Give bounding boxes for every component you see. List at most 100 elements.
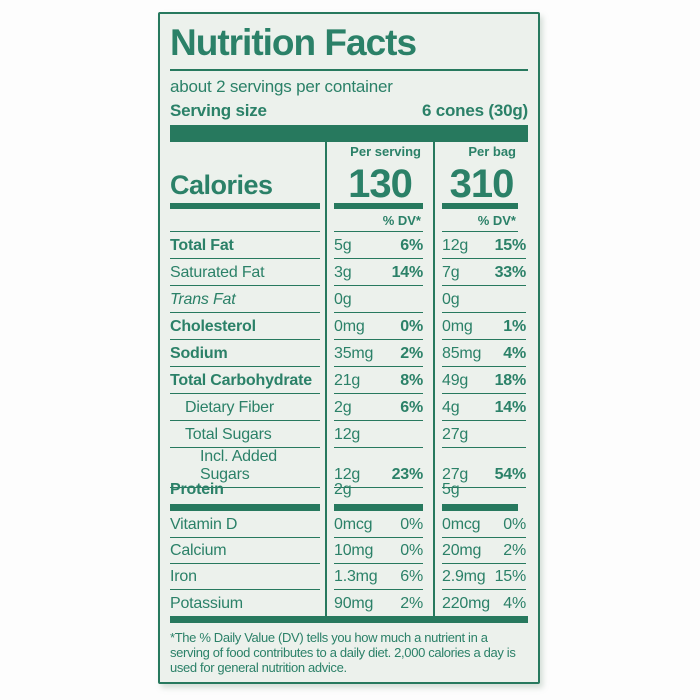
divider-bar-segment bbox=[170, 503, 320, 511]
nutrient-name: Dietary Fiber bbox=[185, 399, 274, 416]
per-bag-header: Per bag bbox=[468, 144, 516, 159]
nutrient-row-total-sugars: Total Sugars 12g 27g bbox=[170, 421, 528, 448]
servings-per-container: about 2 servings per container bbox=[170, 77, 393, 96]
title-divider bbox=[170, 69, 528, 71]
percent-dv-header-serving: % DV* bbox=[382, 213, 421, 228]
column-underline bbox=[170, 231, 320, 232]
calories-label: Calories bbox=[170, 170, 273, 200]
serving-dv: 2% bbox=[400, 595, 423, 612]
nutrient-row-saturated-fat: Saturated Fat 3g 14% 7g 33% bbox=[170, 259, 528, 286]
bag-dv: 1% bbox=[503, 318, 526, 335]
nutrient-name: Sodium bbox=[170, 345, 228, 362]
divider-bar-segment bbox=[334, 503, 423, 511]
serving-dv: 6% bbox=[400, 399, 423, 416]
serving-amount: 0mcg bbox=[334, 516, 373, 533]
bag-amount: 0mg bbox=[442, 318, 473, 335]
dv-header-spacer bbox=[170, 209, 325, 231]
serving-dv: 6% bbox=[400, 237, 423, 254]
nutrient-name: Saturated Fat bbox=[170, 264, 265, 281]
serving-dv: 0% bbox=[400, 542, 423, 559]
bag-dv: 18% bbox=[494, 372, 527, 389]
calories-underbar bbox=[442, 203, 518, 209]
per-serving-header: Per serving bbox=[350, 144, 421, 159]
vitamin-row-iron: Iron 1.3mg 6% 2.9mg 15% bbox=[170, 564, 528, 590]
calories-underbar bbox=[334, 203, 423, 209]
bag-dv: 4% bbox=[503, 345, 526, 362]
serving-amount: 0g bbox=[334, 291, 352, 308]
vitamin-row-potassium: Potassium 90mg 2% 220mg 4% bbox=[170, 590, 528, 616]
bag-amount: 49g bbox=[442, 372, 469, 389]
bag-amount: 20mg bbox=[442, 542, 482, 559]
bag-dv: 54% bbox=[494, 466, 527, 483]
bag-amount: 12g bbox=[442, 237, 469, 254]
serving-amount: 2g bbox=[334, 399, 352, 416]
nutrition-facts-label: Nutrition Facts about 2 servings per con… bbox=[158, 12, 540, 684]
serving-amount: 1.3mg bbox=[334, 568, 378, 585]
serving-size-row: Serving size 6 cones (30g) bbox=[170, 100, 528, 121]
serving-amount: 12g bbox=[334, 426, 361, 443]
nutrient-row-added-sugars: Incl. Added Sugars 12g 23% 27g 54% bbox=[170, 448, 528, 488]
percent-dv-header-bag: % DV* bbox=[477, 213, 516, 228]
nutrient-name: Iron bbox=[170, 568, 197, 585]
nutrient-name: Vitamin D bbox=[170, 516, 238, 533]
serving-size-value: 6 cones (30g) bbox=[421, 101, 528, 120]
dv-footnote: *The % Daily Value (DV) tells you how mu… bbox=[170, 630, 516, 675]
bag-amount: 0g bbox=[442, 291, 460, 308]
bag-amount: 220mg bbox=[442, 595, 490, 612]
nutrient-row-cholesterol: Cholesterol 0mg 0% 0mg 1% bbox=[170, 313, 528, 340]
bag-amount: 7g bbox=[442, 264, 460, 281]
divider-bar-segment bbox=[442, 503, 518, 511]
bag-dv: 15% bbox=[494, 237, 527, 254]
bag-amount: 85mg bbox=[442, 345, 482, 362]
nutrient-name: Protein bbox=[170, 481, 224, 498]
serving-amount: 35mg bbox=[334, 345, 374, 362]
column-underline bbox=[334, 231, 423, 232]
nutrient-row-total-fat: Total Fat 5g 6% 12g 15% bbox=[170, 232, 528, 259]
nutrient-name: Potassium bbox=[170, 595, 243, 612]
nutrient-row-trans-fat: Trans Fat 0g 0g bbox=[170, 286, 528, 313]
serving-amount: 12g bbox=[334, 466, 361, 483]
serving-amount: 3g bbox=[334, 264, 352, 281]
nutrient-name: Total Sugars bbox=[185, 426, 272, 443]
serving-amount: 21g bbox=[334, 372, 361, 389]
section-divider-protein bbox=[170, 502, 528, 512]
serving-amount: 0mg bbox=[334, 318, 365, 335]
bag-dv: 0% bbox=[503, 516, 526, 533]
serving-amount: 10mg bbox=[334, 542, 374, 559]
serving-amount: 5g bbox=[334, 237, 352, 254]
bag-amount: 27g bbox=[442, 466, 469, 483]
vitamin-row-calcium: Calcium 10mg 0% 20mg 2% bbox=[170, 538, 528, 564]
nutrient-name: Calcium bbox=[170, 542, 227, 559]
serving-dv: 23% bbox=[391, 466, 424, 483]
nutrient-row-total-carbohydrate: Total Carbohydrate 21g 8% 49g 18% bbox=[170, 367, 528, 394]
serving-dv: 14% bbox=[391, 264, 424, 281]
serving-dv: 2% bbox=[400, 345, 423, 362]
serving-dv: 0% bbox=[400, 318, 423, 335]
nutrient-name: Total Carbohydrate bbox=[170, 372, 312, 389]
calories-column: Calories bbox=[170, 142, 325, 232]
bag-dv: 4% bbox=[503, 595, 526, 612]
calories-per-serving-value: 130 bbox=[348, 162, 413, 206]
serving-dv: 6% bbox=[400, 568, 423, 585]
bag-amount: 4g bbox=[442, 399, 460, 416]
nutrient-name: Incl. Added Sugars bbox=[200, 448, 277, 483]
serving-amount: 2g bbox=[334, 481, 352, 498]
bag-dv: 15% bbox=[494, 568, 527, 585]
serving-dv: 0% bbox=[400, 516, 423, 533]
serving-size-label: Serving size bbox=[170, 101, 267, 120]
calories-per-bag-value: 310 bbox=[449, 162, 515, 206]
nutrient-name: Trans Fat bbox=[170, 291, 236, 308]
nutrient-row-sodium: Sodium 35mg 2% 85mg 4% bbox=[170, 340, 528, 367]
per-bag-column: Per bag 310 % DV* bbox=[433, 142, 528, 232]
vitamin-row-vitamin-d: Vitamin D 0mcg 0% 0mcg 0% bbox=[170, 512, 528, 538]
nutrient-row-protein: Protein 2g 5g bbox=[170, 475, 528, 502]
calories-underbar bbox=[170, 203, 320, 209]
bag-amount: 27g bbox=[442, 426, 469, 443]
nutrient-row-dietary-fiber: Dietary Fiber 2g 6% 4g 14% bbox=[170, 394, 528, 421]
nutrition-facts-title: Nutrition Facts bbox=[170, 22, 417, 63]
section-divider-thick-bottom bbox=[170, 616, 528, 623]
nutrient-name: Total Fat bbox=[170, 237, 234, 254]
bag-amount: 5g bbox=[442, 481, 460, 498]
bag-dv: 14% bbox=[494, 399, 527, 416]
serving-dv: 8% bbox=[400, 372, 423, 389]
